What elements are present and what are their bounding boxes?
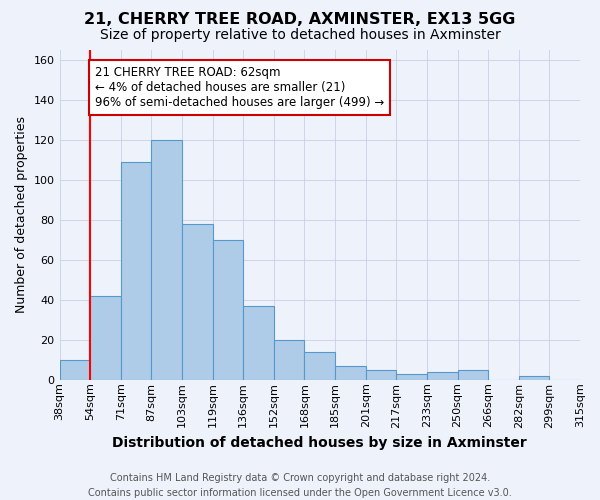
- Bar: [151, 140, 182, 380]
- Bar: [458, 370, 488, 380]
- Bar: [243, 306, 274, 380]
- Bar: [397, 374, 427, 380]
- Bar: [274, 340, 304, 380]
- Text: Size of property relative to detached houses in Axminster: Size of property relative to detached ho…: [100, 28, 500, 42]
- Text: Contains HM Land Registry data © Crown copyright and database right 2024.
Contai: Contains HM Land Registry data © Crown c…: [88, 472, 512, 498]
- Bar: [182, 224, 212, 380]
- Bar: [121, 162, 151, 380]
- Bar: [304, 352, 335, 380]
- Bar: [519, 376, 550, 380]
- Bar: [59, 360, 90, 380]
- Text: 21, CHERRY TREE ROAD, AXMINSTER, EX13 5GG: 21, CHERRY TREE ROAD, AXMINSTER, EX13 5G…: [85, 12, 515, 28]
- Text: 21 CHERRY TREE ROAD: 62sqm
← 4% of detached houses are smaller (21)
96% of semi-: 21 CHERRY TREE ROAD: 62sqm ← 4% of detac…: [95, 66, 384, 109]
- Bar: [90, 296, 121, 380]
- Y-axis label: Number of detached properties: Number of detached properties: [15, 116, 28, 314]
- Bar: [427, 372, 458, 380]
- Bar: [335, 366, 365, 380]
- Bar: [212, 240, 243, 380]
- Bar: [365, 370, 397, 380]
- X-axis label: Distribution of detached houses by size in Axminster: Distribution of detached houses by size …: [112, 436, 527, 450]
